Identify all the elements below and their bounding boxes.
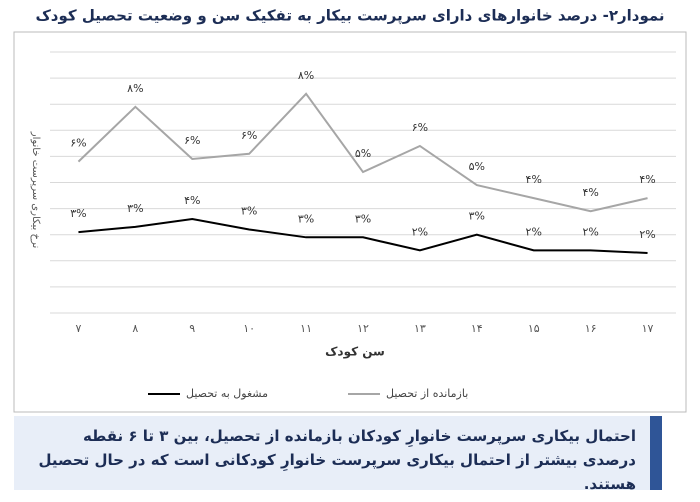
series-line bbox=[77, 92, 648, 213]
chart: نمودار۲- درصد خانوارهای دارای سرپرست بیک… bbox=[13, 7, 687, 413]
value-label: ۴% bbox=[526, 173, 542, 186]
caption: احتمال بیکاری سرپرست خانوارِ کودکان بازم… bbox=[14, 416, 662, 493]
value-label: ۲% bbox=[526, 225, 542, 238]
value-label: ۳% bbox=[469, 210, 485, 223]
x-tick-label: ۱۳ bbox=[414, 322, 426, 335]
y-axis-label: نرخ بیکاری سرپرست خانوار bbox=[30, 131, 41, 249]
chart-title: نمودار۲- درصد خانوارهای دارای سرپرست بیک… bbox=[35, 7, 664, 26]
x-tick-label: ۸ bbox=[132, 322, 138, 335]
value-label: ۲% bbox=[639, 228, 655, 241]
value-label: ۳% bbox=[70, 207, 86, 220]
x-tick-label: ۷ bbox=[75, 322, 81, 335]
value-label: ۵% bbox=[355, 147, 371, 160]
x-tick-label: ۱۶ bbox=[585, 322, 597, 335]
x-axis-label: سن کودک bbox=[325, 345, 385, 360]
value-label: ۲% bbox=[412, 225, 428, 238]
value-label: ۴% bbox=[582, 186, 598, 199]
value-label: ۳% bbox=[355, 212, 371, 225]
value-label: ۶% bbox=[184, 134, 200, 147]
value-label: ۶% bbox=[412, 121, 428, 134]
x-tick-label: ۱۴ bbox=[471, 322, 483, 335]
value-label: ۶% bbox=[70, 137, 86, 150]
value-label: ۳% bbox=[127, 202, 143, 215]
value-label: ۸% bbox=[127, 82, 143, 95]
value-label: ۸% bbox=[298, 69, 314, 82]
value-label: ۴% bbox=[639, 173, 655, 186]
value-label: ۴% bbox=[184, 194, 200, 207]
value-label: ۶% bbox=[241, 129, 257, 142]
x-tick-label: ۱۷ bbox=[642, 322, 654, 335]
x-tick-label: ۱۲ bbox=[357, 322, 369, 335]
x-tick-label: ۱۱ bbox=[300, 322, 312, 335]
x-tick-label: ۱۰ bbox=[243, 322, 255, 335]
value-label: ۲% bbox=[582, 225, 598, 238]
chart-frame bbox=[13, 31, 687, 413]
legend-label: بازمانده از تحصیل bbox=[386, 387, 468, 400]
x-tick-label: ۹ bbox=[189, 322, 195, 335]
x-tick-label: ۱۵ bbox=[528, 322, 540, 335]
legend-label: مشغول به تحصیل bbox=[186, 387, 268, 400]
value-label: ۳% bbox=[298, 212, 314, 225]
value-label: ۵% bbox=[469, 160, 485, 173]
series-line bbox=[78, 218, 648, 254]
value-label: ۳% bbox=[241, 204, 257, 217]
